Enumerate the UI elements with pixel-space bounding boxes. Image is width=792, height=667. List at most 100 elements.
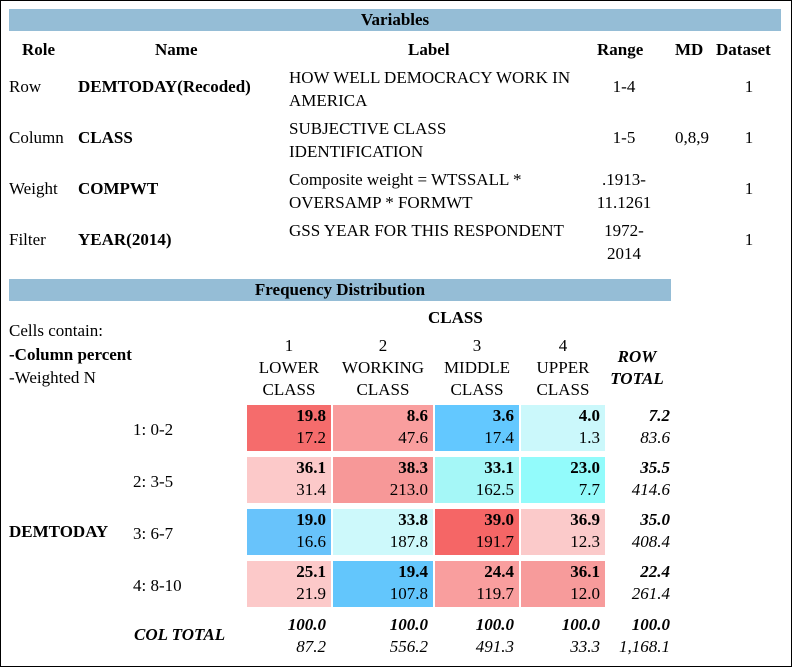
variable-name: CLASS [78,128,133,147]
row-total-percent: 35.0 [640,510,670,529]
col-header-label: Label [408,40,450,59]
cell-column-percent: 36.9 [570,510,600,529]
variable-range-line: 11.1261 [596,193,652,212]
cell-weighted-n: 31.4 [296,480,326,499]
grand-total-n: 1,168.1 [619,637,670,656]
cell-weighted-n: 191.7 [475,532,514,551]
row-total-header: ROW TOTAL [602,346,672,390]
grand-total: 100.0 1,168.1 [602,614,670,658]
cell-column-percent: 33.1 [484,458,514,477]
cell-weighted-n: 213.0 [389,480,428,499]
crosstab-cell: 8.6 47.6 [333,405,433,451]
cell-weighted-n: 17.2 [296,428,326,447]
class-column-code: 2 [378,336,388,355]
variable-label: Composite weight = WTSSALL * OVERSAMP * … [289,170,522,212]
row-total: 22.4 261.4 [602,561,670,605]
col-total-n: 87.2 [296,637,326,656]
cell-column-percent: 19.8 [296,406,326,425]
col-total-n: 33.3 [570,637,600,656]
variable-label: GSS YEAR FOR THIS RESPONDENT [289,221,564,240]
col-total-label: COL TOTAL [134,625,226,644]
col-total: 100.0 556.2 [333,614,428,658]
cell-column-percent: 36.1 [570,562,600,581]
col-header-range: Range [597,40,644,59]
class-column-code: 1 [284,336,294,355]
col-header-name: Name [155,40,198,59]
variable-name: COMPWT [78,179,159,198]
cells-contain-label: Cells contain: [9,321,103,340]
cell-column-percent: 4.0 [578,406,600,425]
row-total-n: 261.4 [631,584,670,603]
cell-weighted-n: 1.3 [578,428,600,447]
class-column-code: 3 [472,336,482,355]
cell-weighted-n: 12.0 [570,584,600,603]
variable-range-line: 2014 [607,244,641,263]
class-column-header: 2 WORKING CLASS [333,335,433,401]
crosstab-cell: 19.4 107.8 [333,561,433,607]
class-column-line2: CLASS [356,380,410,399]
crosstab-cell: 3.6 17.4 [435,405,519,451]
crosstab-cell: 33.8 187.8 [333,509,433,555]
class-column-line1: UPPER [536,358,590,377]
col-total: 100.0 491.3 [435,614,514,658]
cell-weighted-n: 21.9 [296,584,326,603]
class-column-header: 4 UPPER CLASS [521,335,605,401]
col-total-percent: 100.0 [287,615,326,634]
variable-dataset: 1 [744,179,754,198]
row-category-label: 4: 8-10 [133,576,182,595]
crosstab-cell: 36.9 12.3 [521,509,605,555]
col-header-role: Role [22,40,56,59]
cell-column-percent: 25.1 [296,562,326,581]
row-total: 35.0 408.4 [602,509,670,553]
variable-label: SUBJECTIVE CLASS IDENTIFICATION [289,119,447,161]
cell-column-percent: 24.4 [484,562,514,581]
cell-weighted-n: 119.7 [476,584,514,603]
cell-column-percent: 23.0 [570,458,600,477]
variable-name: DEMTODAY(Recoded) [78,77,251,96]
crosstab-cell: 19.8 17.2 [247,405,331,451]
cell-column-percent: 8.6 [406,406,428,425]
crosstab-cell: 4.0 1.3 [521,405,605,451]
frequency-header: Frequency Distribution [9,279,671,301]
variable-range: 1972- 2014 [584,219,664,265]
variable-range: .1913- 11.1261 [584,168,664,214]
variable-role: Filter [9,230,46,249]
variable-range: 1-4 [612,77,636,96]
variable-role: Weight [9,179,58,198]
crosstab-cell: 23.0 7.7 [521,457,605,503]
cell-column-percent: 39.0 [484,510,514,529]
variable-name: YEAR(2014) [78,230,172,249]
variables-header: Variables [9,9,781,31]
row-total-label-1: ROW [617,347,657,366]
variable-label: HOW WELL DEMOCRACY WORK IN AMERICA [289,68,571,110]
cell-weighted-n: 17.4 [484,428,514,447]
crosstab-cell: 33.1 162.5 [435,457,519,503]
variable-role: Row [9,77,42,96]
cell-column-percent: 38.3 [398,458,428,477]
cell-weighted-n: 162.5 [475,480,514,499]
col-total-n: 491.3 [475,637,514,656]
crosstab-cell: 36.1 12.0 [521,561,605,607]
crosstab-cell: 25.1 21.9 [247,561,331,607]
cell-weighted-n: 187.8 [389,532,428,551]
cell-column-percent: 36.1 [296,458,326,477]
variable-range: 1-5 [612,128,636,147]
col-total-n: 556.2 [389,637,428,656]
variable-range-line: 1972- [604,221,644,240]
class-column-line1: MIDDLE [443,358,511,377]
col-header-md: MD [675,40,704,59]
row-total-percent: 7.2 [648,406,670,425]
cell-column-percent: 33.8 [398,510,428,529]
row-total-label-2: TOTAL [610,369,664,388]
class-column-line1: LOWER [258,358,320,377]
class-column-line2: CLASS [262,380,316,399]
crosstab-cell: 36.1 31.4 [247,457,331,503]
row-category-label: 1: 0-2 [133,420,174,439]
cells-contain-weighted-n: -Weighted N [9,368,96,387]
class-column-line2: CLASS [536,380,590,399]
col-total-percent: 100.0 [475,615,514,634]
row-variable-name: DEMTODAY [9,522,109,541]
row-total: 7.2 83.6 [602,405,670,449]
variable-range-line: .1913- [602,170,646,189]
variable-role: Column [9,128,64,147]
